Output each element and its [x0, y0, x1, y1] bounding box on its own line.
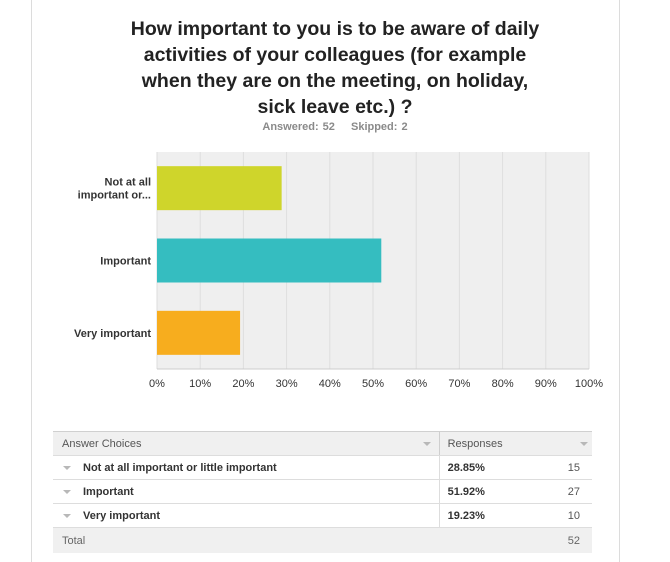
expand-caret-icon[interactable] — [63, 489, 71, 494]
table-header-row: Answer Choices Responses — [53, 431, 592, 456]
expand-caret-icon[interactable] — [63, 513, 71, 518]
x-tick-label: 50% — [362, 378, 384, 390]
x-tick-label: 0% — [149, 378, 165, 390]
table-row: Not at all important or little important… — [53, 455, 592, 480]
bars — [157, 166, 382, 355]
title-line: activities of your colleagues (for examp… — [143, 44, 527, 66]
bar — [157, 166, 282, 211]
category-labels: Not at all important or... Important Very i… — [74, 177, 151, 340]
total-row: Total 52 — [53, 527, 592, 553]
response-count: 10 — [545, 503, 592, 528]
answer-choice-label: Not at all important or little important — [83, 461, 277, 474]
answer-choices-header-label: Answer Choices — [62, 437, 142, 450]
bar — [157, 238, 382, 283]
response-count: 27 — [545, 479, 592, 504]
total-label-cell: Total — [53, 527, 440, 553]
answer-choices-header[interactable]: Answer Choices — [53, 431, 440, 456]
response-percent: 28.85% — [439, 455, 546, 480]
question-title: How important to you is to be aware of d… — [40, 16, 630, 120]
response-summary: Answered: 52 Skipped: 2 — [40, 121, 630, 133]
expand-caret-icon[interactable] — [63, 465, 71, 470]
category-label: Not at all important or... — [78, 177, 151, 202]
category-label: Very important — [74, 328, 151, 340]
category-label: Important — [100, 256, 151, 268]
x-tick-label: 70% — [448, 378, 470, 390]
skipped-count: Skipped: 2 — [350, 121, 408, 133]
bar-chart: Not at all important or... Important Very i… — [74, 152, 603, 390]
table-row: Important 51.92% 27 — [53, 479, 592, 504]
x-tick-label: 30% — [276, 378, 298, 390]
response-percent: 51.92% — [439, 479, 546, 504]
x-tick-label: 40% — [319, 378, 341, 390]
response-percent: 19.23% — [439, 503, 546, 528]
title-line: when they are on the meeting, on holiday… — [141, 70, 529, 92]
x-tick-labels: 0% 10% 20% 30% 40% 50% 60% 70% 80% 90% 100% — [149, 378, 603, 390]
total-label: Total — [62, 534, 86, 547]
sort-caret-icon[interactable] — [422, 442, 431, 446]
title-line: How important to you is to be aware of d… — [130, 18, 540, 40]
responses-header[interactable]: Responses — [439, 431, 592, 456]
total-count: 52 — [545, 527, 592, 553]
answered-count: Answered: 52 — [262, 121, 335, 133]
answer-choice-cell: Very important — [53, 503, 440, 528]
table-row: Very important 19.23% 10 — [53, 503, 592, 528]
x-tick-label: 90% — [535, 378, 557, 390]
answer-table: Answer Choices Responses Not at all impo… — [53, 431, 592, 553]
answer-choice-cell: Not at all important or little important — [53, 455, 440, 480]
answer-choice-label: Very important — [83, 509, 161, 522]
title-line: sick leave etc.) ? — [257, 96, 413, 118]
total-spacer — [439, 527, 546, 553]
answer-choice-cell: Important — [53, 479, 440, 504]
x-tick-label: 60% — [405, 378, 427, 390]
responses-header-label: Responses — [447, 437, 503, 450]
response-count: 15 — [545, 455, 592, 480]
sort-caret-icon[interactable] — [580, 441, 588, 446]
x-tick-label: 80% — [492, 378, 514, 390]
bar — [157, 310, 241, 355]
answer-choice-label: Important — [83, 485, 134, 498]
x-tick-label: 100% — [575, 378, 603, 390]
x-tick-label: 20% — [232, 378, 254, 390]
x-tick-label: 10% — [189, 378, 211, 390]
